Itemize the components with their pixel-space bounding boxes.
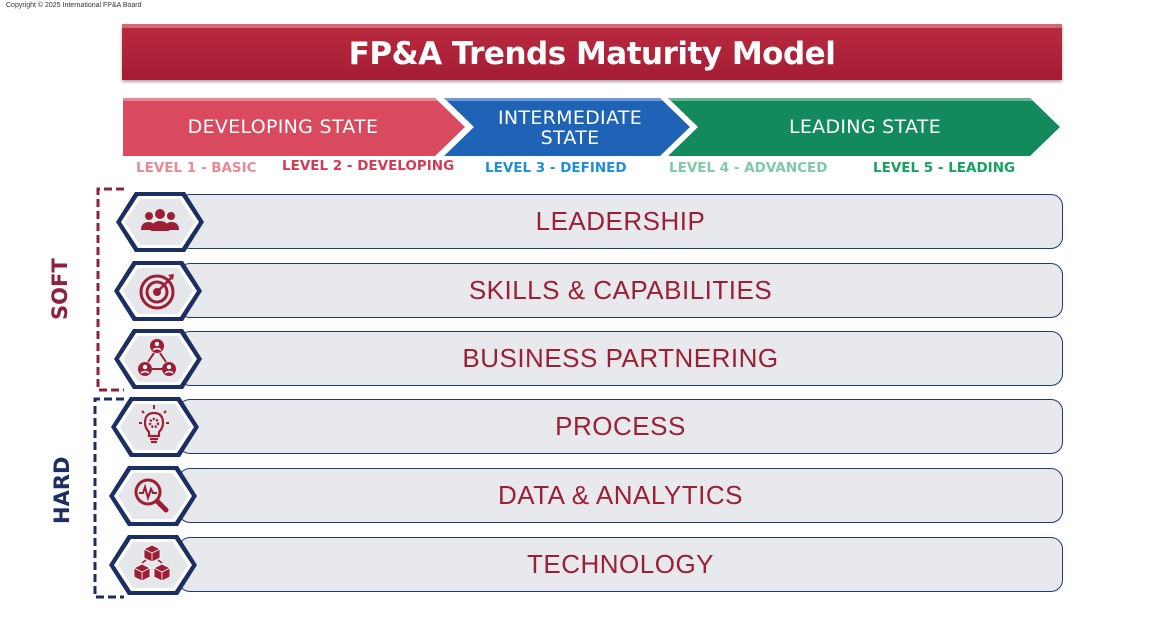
dimension-row-business-partnering: BUSINESS PARTNERING xyxy=(178,331,1063,386)
team-icon xyxy=(116,192,204,252)
dimension-label: BUSINESS PARTNERING xyxy=(462,343,779,373)
dimension-row-process: PROCESS xyxy=(178,399,1063,454)
page-title: FP&A Trends Maturity Model xyxy=(348,36,836,72)
developing-state-label: DEVELOPING STATE xyxy=(187,116,379,138)
level-2-label: LEVEL 2 - DEVELOPING xyxy=(282,158,455,174)
level-4-label: LEVEL 4 - ADVANCED xyxy=(669,160,828,176)
hard-group-label: HARD xyxy=(50,456,74,524)
magnifier-chart-icon xyxy=(109,466,197,526)
dimension-row-skills: SKILLS & CAPABILITIES xyxy=(178,263,1063,318)
soft-bracket xyxy=(96,187,124,392)
level-5-label: LEVEL 5 - LEADING xyxy=(873,160,1016,176)
dimension-label: LEADERSHIP xyxy=(535,206,706,236)
dimension-row-technology: TECHNOLOGY xyxy=(178,537,1063,592)
target-icon xyxy=(114,261,202,321)
dimension-row-data-analytics: DATA & ANALYTICS xyxy=(178,468,1063,523)
network-people-icon xyxy=(114,329,202,389)
level-1-label: LEVEL 1 - BASIC xyxy=(136,160,257,176)
level-3-label: LEVEL 3 - DEFINED xyxy=(485,160,627,176)
leading-state-label: LEADING STATE xyxy=(788,116,942,138)
title-banner: FP&A Trends Maturity Model xyxy=(122,24,1062,80)
hard-bracket xyxy=(93,397,124,599)
lightbulb-gear-icon xyxy=(111,397,199,457)
dimension-label: TECHNOLOGY xyxy=(526,549,715,579)
copyright-notice: Copyright © 2025 International FP&A Boar… xyxy=(6,2,142,9)
soft-group-label: SOFT xyxy=(48,258,72,320)
dimension-label: SKILLS & CAPABILITIES xyxy=(468,275,773,305)
intermediate-state-label: INTERMEDIATE STATE xyxy=(498,107,642,149)
dimension-label: DATA & ANALYTICS xyxy=(498,480,743,510)
dimension-label: PROCESS xyxy=(555,411,686,441)
cubes-icon xyxy=(109,535,197,595)
dimension-row-leadership: LEADERSHIP xyxy=(178,194,1063,249)
